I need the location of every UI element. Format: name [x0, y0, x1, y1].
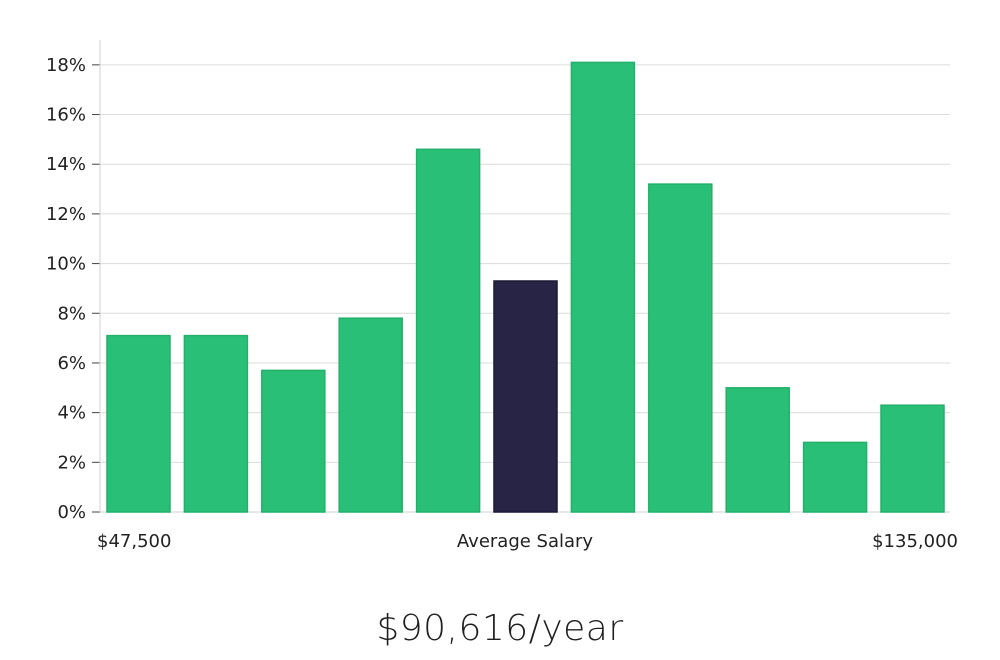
x-label-min: $47,500 [97, 531, 171, 552]
average-salary-value: $90,616/year [376, 608, 624, 649]
bar [802, 441, 868, 513]
y-tick-label: 2% [57, 452, 86, 473]
bar [415, 148, 481, 513]
bars [106, 61, 945, 513]
bar [338, 317, 403, 513]
y-tick-label: 12% [46, 204, 86, 225]
bar [725, 387, 790, 513]
y-tick-label: 18% [46, 55, 86, 76]
y-tick-label: 10% [46, 254, 86, 275]
y-tick-label: 8% [57, 303, 86, 324]
y-tick-labels: 0% 2% 4% 6% 8% 10% 12% 14% 16% 18% [46, 55, 86, 523]
bar-average-salary [493, 280, 558, 513]
bar [261, 369, 326, 513]
y-tick-label: 6% [57, 353, 86, 374]
bar [570, 61, 636, 513]
bar [880, 404, 945, 513]
x-axis-labels: $47,500 Average Salary $135,000 [97, 531, 958, 552]
x-label-average: Average Salary [457, 531, 594, 552]
y-tick-label: 16% [46, 105, 86, 126]
y-tick-label: 14% [46, 154, 86, 175]
bar [183, 334, 249, 513]
bar [648, 183, 713, 513]
y-tick-label: 0% [57, 502, 86, 523]
y-tick-label: 4% [57, 403, 86, 424]
x-label-max: $135,000 [872, 531, 958, 552]
bar [106, 334, 171, 513]
